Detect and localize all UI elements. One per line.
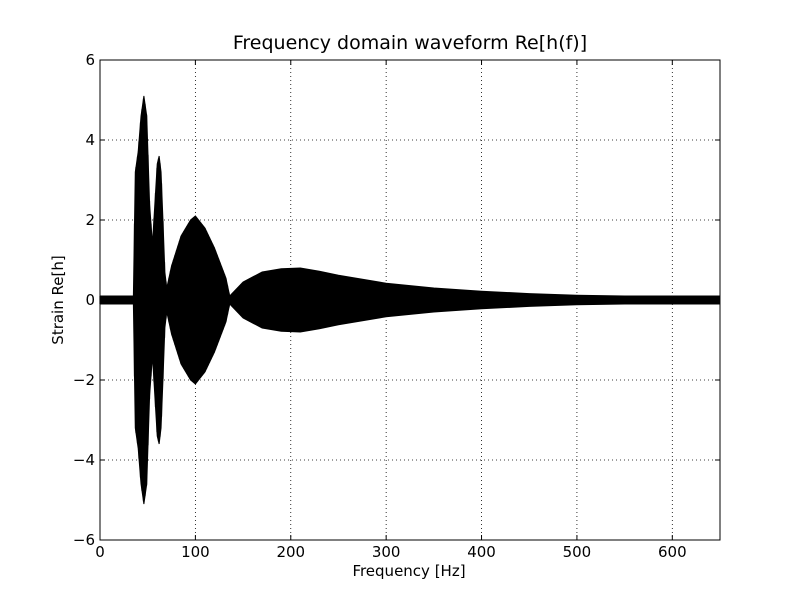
y-tick-label: 4: [85, 131, 95, 149]
y-tick-label: 2: [85, 211, 95, 229]
x-tick-label: 300: [372, 543, 401, 561]
y-tick-label: −4: [73, 451, 95, 469]
y-tick-label: −6: [73, 531, 95, 549]
chart-title: Frequency domain waveform Re[h(f)]: [233, 32, 587, 54]
ticks: 0 100 200 300 400 500 600 −6 −4 −2 0 2 4 6: [73, 51, 720, 561]
data-layer: [99, 95, 721, 505]
x-tick-label: 400: [467, 543, 496, 561]
y-axis-label: Strain Re[h]: [49, 255, 67, 344]
y-tick-label: −2: [73, 371, 95, 389]
x-tick-label: 200: [276, 543, 305, 561]
x-tick-label: 600: [658, 543, 687, 561]
x-axis-label: Frequency [Hz]: [352, 562, 465, 580]
y-tick-label: 6: [85, 51, 95, 69]
x-tick-label: 100: [181, 543, 210, 561]
y-tick-label: 0: [85, 291, 95, 309]
oscillation-bands: [99, 98, 721, 502]
x-tick-label: 0: [95, 543, 105, 561]
x-tick-label: 500: [563, 543, 592, 561]
